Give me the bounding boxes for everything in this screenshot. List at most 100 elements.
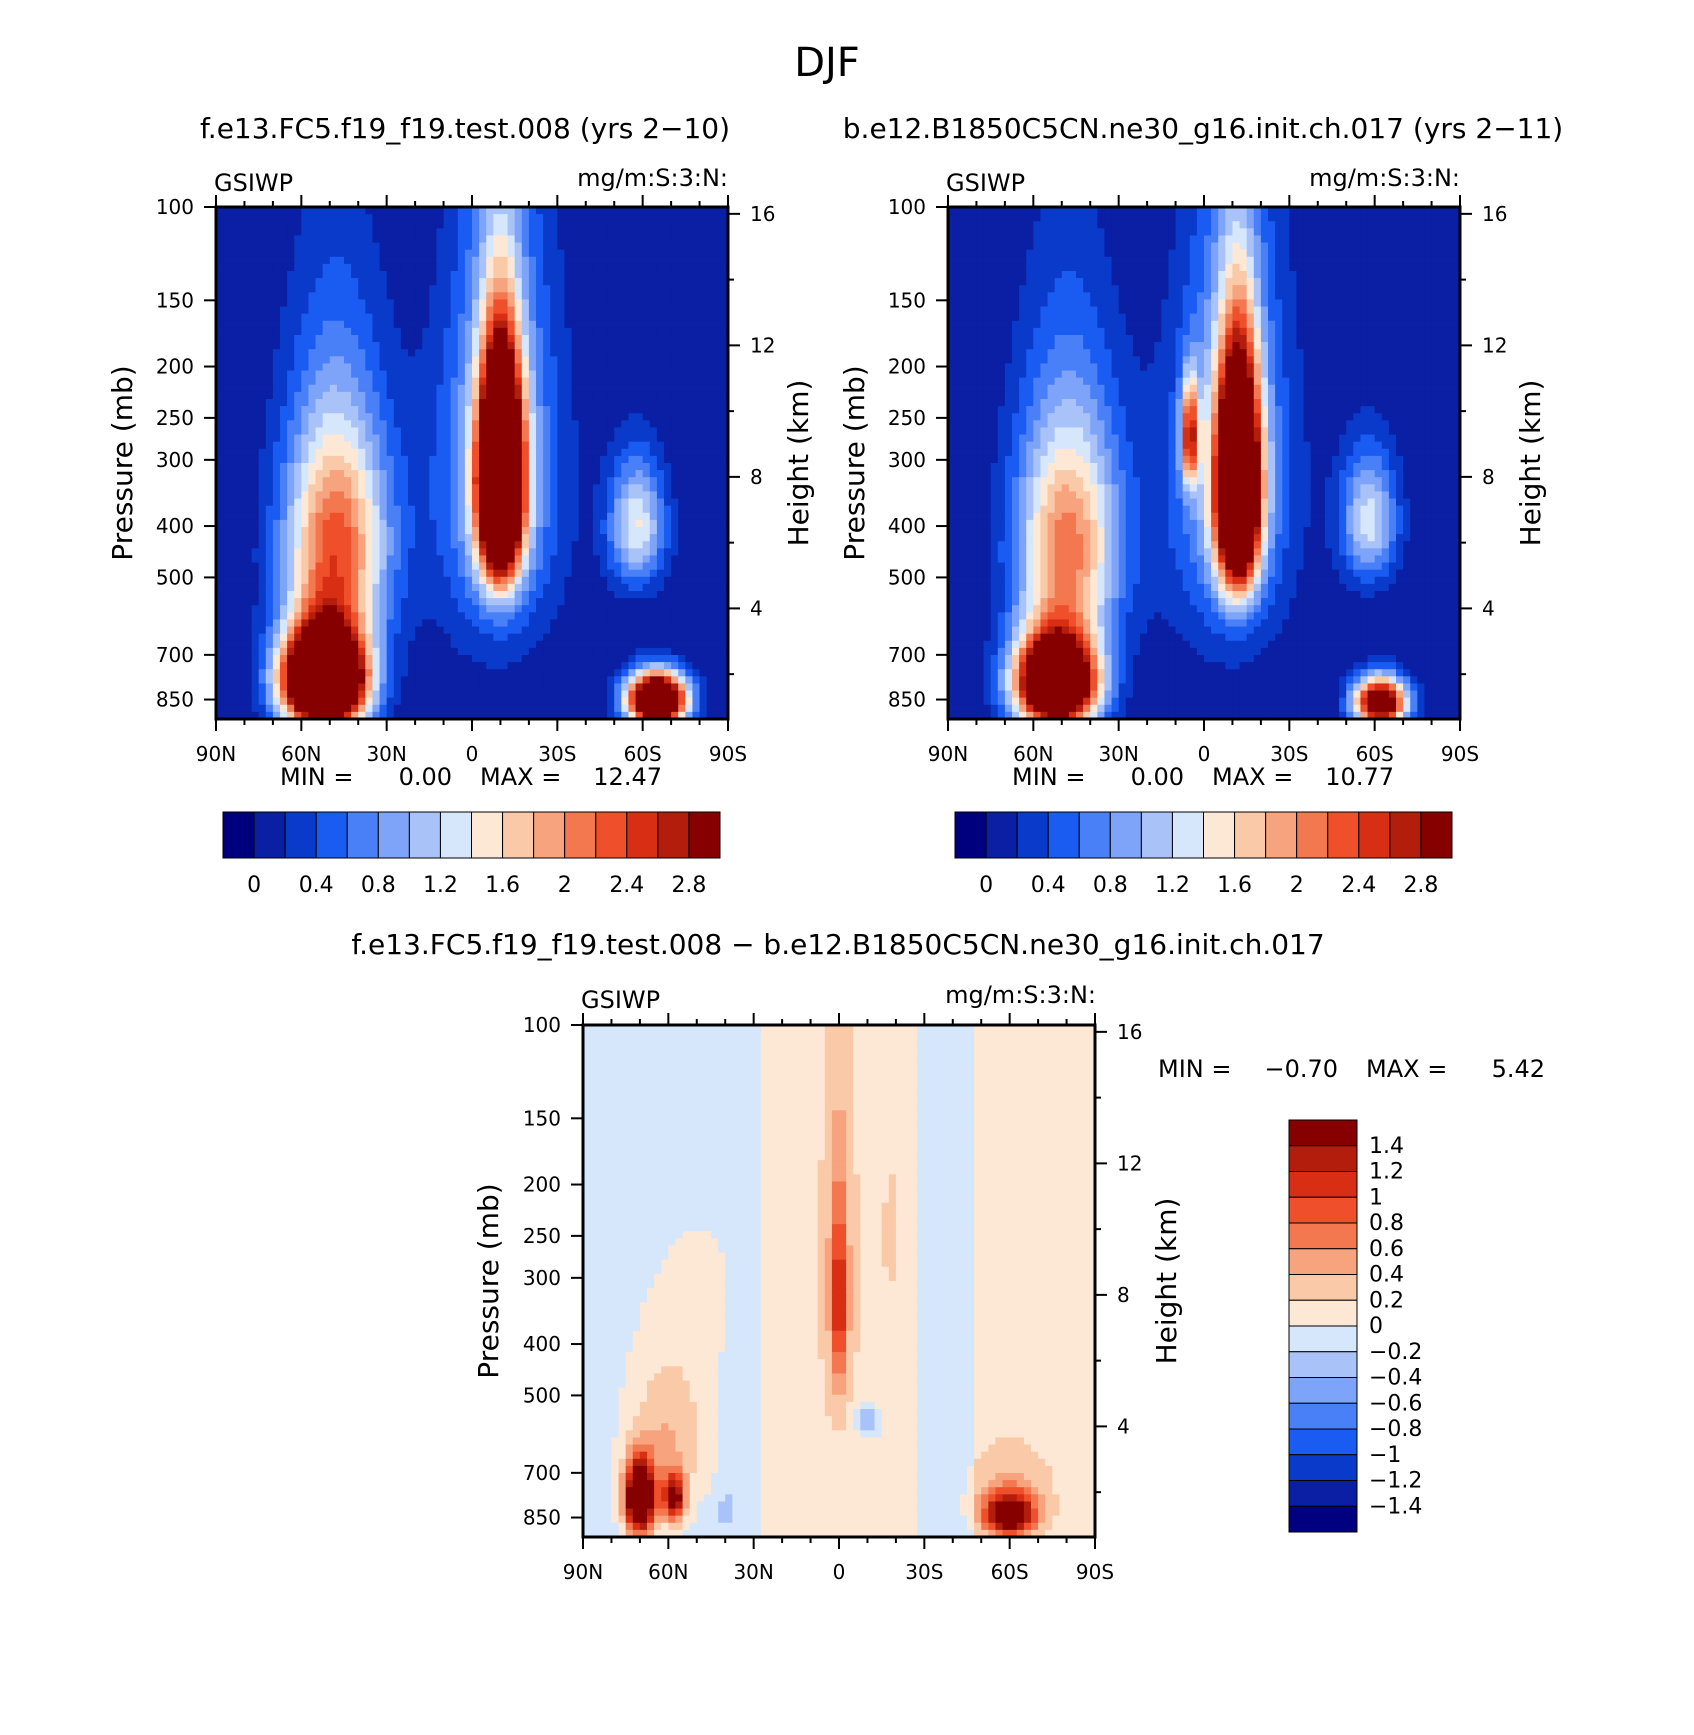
field-cell — [323, 243, 331, 251]
field-cell — [351, 342, 359, 350]
field-cell — [500, 292, 508, 300]
field-cell — [380, 499, 388, 507]
field-cell — [451, 264, 459, 272]
field-cell — [273, 285, 281, 293]
field-cell — [351, 299, 359, 307]
field-cell — [678, 299, 686, 307]
field-cell — [607, 435, 615, 443]
field-cell — [394, 449, 402, 457]
field-cell — [550, 570, 558, 578]
field-cell — [266, 314, 274, 322]
field-cell — [223, 221, 231, 229]
field-cell — [685, 406, 693, 414]
field-cell — [678, 292, 686, 300]
field-cell — [550, 477, 558, 485]
field-cell — [614, 499, 622, 507]
field-cell — [415, 221, 423, 229]
field-cell — [607, 470, 615, 478]
field-cell — [522, 292, 530, 300]
field-cell — [700, 563, 708, 571]
field-cell — [707, 491, 715, 499]
field-cell — [365, 491, 373, 499]
field-cell — [301, 257, 309, 265]
field-cell — [479, 292, 487, 300]
field-cell — [508, 499, 516, 507]
field-cell — [451, 449, 459, 457]
field-cell — [344, 228, 352, 236]
field-cell — [308, 442, 316, 450]
field-cell — [273, 541, 281, 549]
field-cell — [714, 527, 722, 535]
field-cell — [372, 406, 380, 414]
field-cell — [422, 257, 430, 265]
field-cell — [259, 342, 267, 350]
field-cell — [564, 541, 572, 549]
field-cell — [508, 449, 516, 457]
field-cell — [380, 371, 388, 379]
field-cell — [394, 513, 402, 521]
field-cell — [415, 378, 423, 386]
field-cell — [308, 534, 316, 542]
field-cell — [614, 292, 622, 300]
field-cell — [479, 420, 487, 428]
field-cell — [508, 292, 516, 300]
field-cell — [479, 264, 487, 272]
field-cell — [244, 314, 252, 322]
field-cell — [351, 264, 359, 272]
field-cell — [444, 349, 452, 357]
field-cell — [664, 548, 672, 556]
field-cell — [678, 257, 686, 265]
field-cell — [671, 250, 679, 258]
field-cell — [714, 548, 722, 556]
field-cell — [294, 506, 302, 514]
field-cell — [550, 406, 558, 414]
field-cell — [508, 228, 516, 236]
field-cell — [458, 321, 466, 329]
field-cell — [593, 385, 601, 393]
field-cell — [692, 435, 700, 443]
field-cell — [308, 577, 316, 585]
field-cell — [529, 371, 537, 379]
field-cell — [252, 363, 260, 371]
field-cell — [479, 356, 487, 364]
field-cell — [657, 463, 665, 471]
field-cell — [244, 371, 252, 379]
field-cell — [543, 513, 551, 521]
field-cell — [508, 563, 516, 571]
field-cell — [387, 541, 395, 549]
field-cell — [692, 513, 700, 521]
field-cell — [500, 221, 508, 229]
field-cell — [543, 221, 551, 229]
field-cell — [223, 271, 231, 279]
field-cell — [280, 392, 288, 400]
field-cell — [607, 228, 615, 236]
field-cell — [436, 463, 444, 471]
field-cell — [628, 555, 636, 563]
field-cell — [493, 406, 501, 414]
field-cell — [358, 299, 366, 307]
field-cell — [479, 385, 487, 393]
field-cell — [308, 257, 316, 265]
field-cell — [543, 463, 551, 471]
field-cell — [415, 427, 423, 435]
field-cell — [316, 499, 324, 507]
field-cell — [436, 499, 444, 507]
field-cell — [408, 420, 416, 428]
field-cell — [337, 342, 345, 350]
field-cell — [586, 413, 594, 421]
field-cell — [486, 371, 494, 379]
field-cell — [287, 342, 295, 350]
field-cell — [259, 399, 267, 407]
field-cell — [500, 484, 508, 492]
field-cell — [387, 442, 395, 450]
field-cell — [444, 356, 452, 364]
field-cell — [593, 228, 601, 236]
field-cell — [628, 427, 636, 435]
field-cell — [643, 413, 651, 421]
field-cell — [316, 264, 324, 272]
field-cell — [429, 228, 437, 236]
field-cell — [287, 577, 295, 585]
field-cell — [259, 328, 267, 336]
field-cell — [280, 427, 288, 435]
field-cell — [536, 499, 544, 507]
